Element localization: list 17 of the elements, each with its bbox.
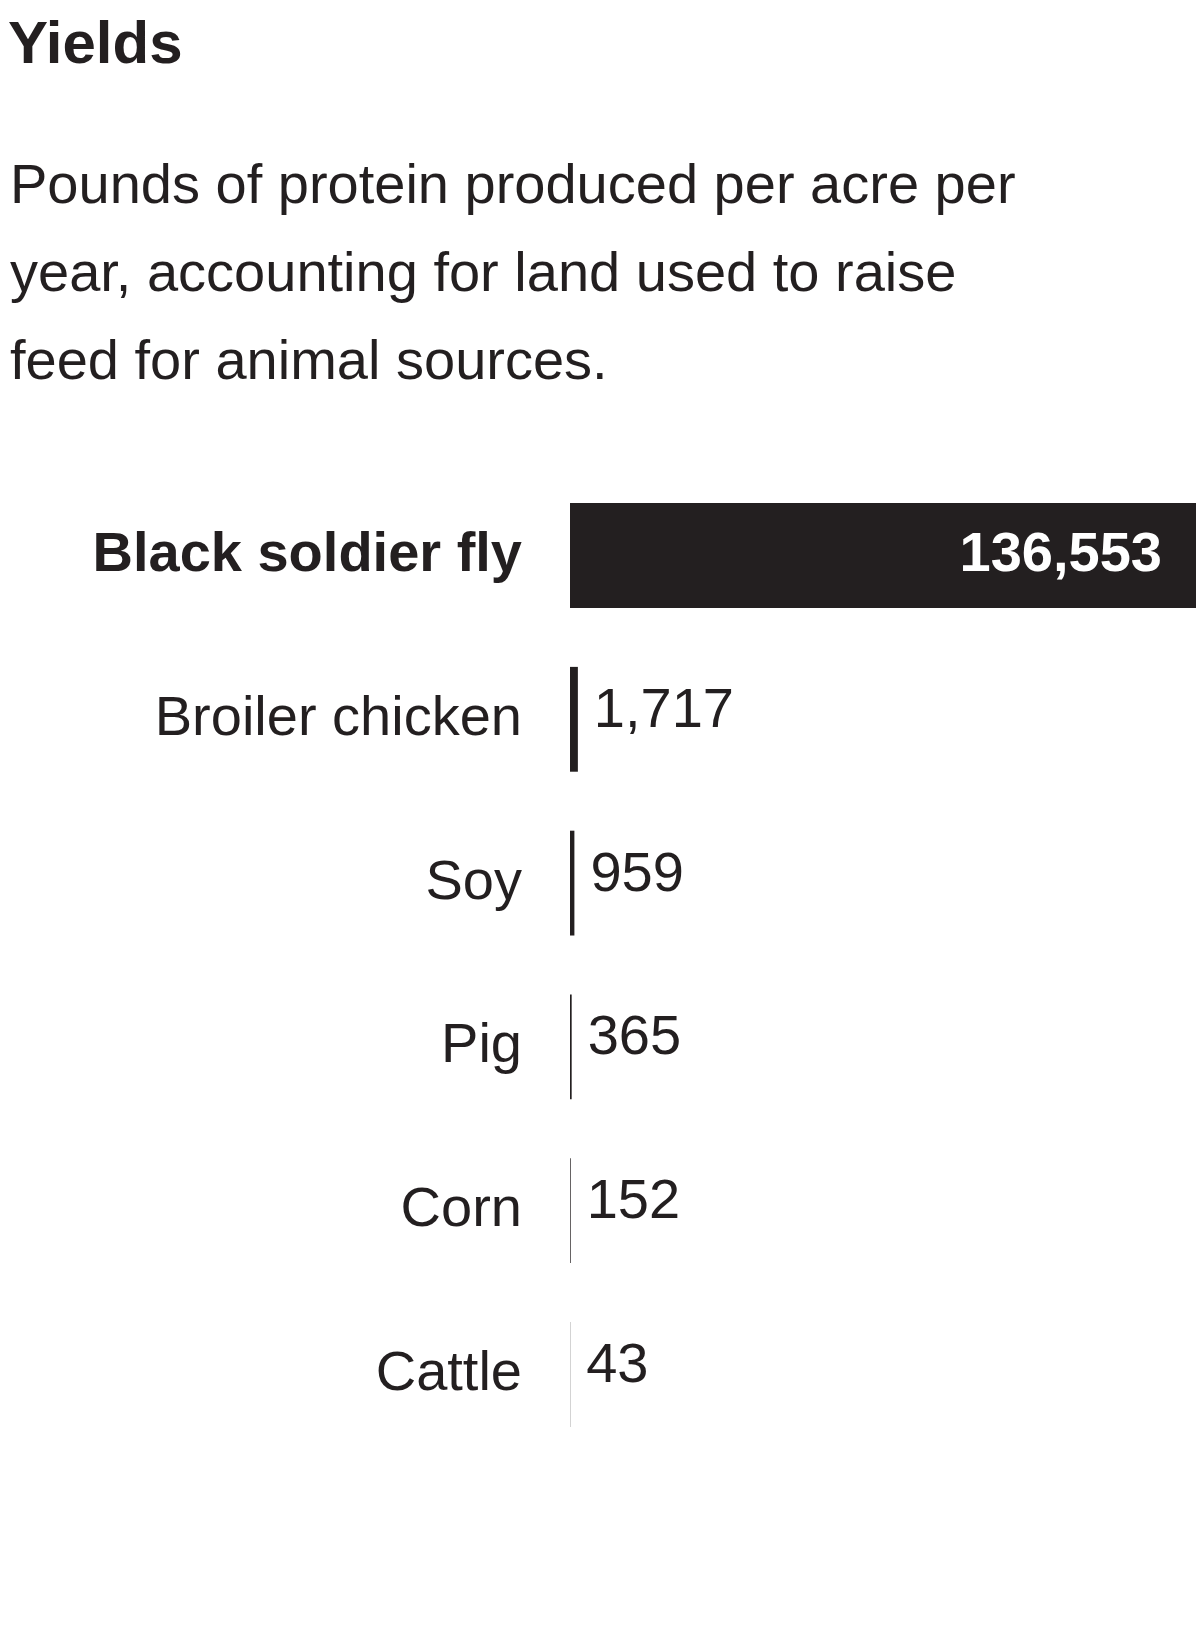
y-tick-label: Corn [400, 1175, 522, 1239]
data-label: 136,553 [959, 519, 1162, 583]
chart-title: Yields [8, 8, 183, 77]
bar [570, 666, 578, 772]
data-label: 43 [586, 1330, 649, 1394]
chart-subtitle: Pounds of protein produced per acre per year, accounting for land used to raise feed for animal sources. [10, 151, 1017, 393]
y-tick-label: Pig [441, 1011, 522, 1075]
data-label: 959 [590, 839, 684, 903]
y-tick-label: Black soldier fly [92, 519, 522, 583]
bar [570, 503, 1196, 608]
y-tick-label: Soy [425, 847, 522, 911]
data-label: 1,717 [593, 675, 735, 739]
data-label: 365 [587, 1003, 682, 1067]
y-tick-label: Cattle [375, 1338, 522, 1402]
y-tick-label: Broiler chicken [154, 683, 522, 747]
data-label: 152 [586, 1167, 681, 1231]
bar [570, 830, 575, 936]
